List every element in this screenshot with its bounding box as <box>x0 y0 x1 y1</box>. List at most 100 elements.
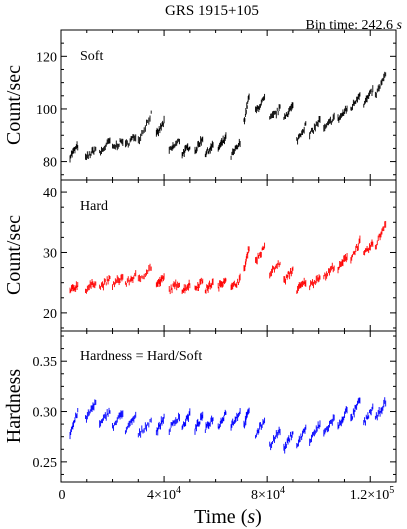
soft-data-segment <box>155 115 165 137</box>
hardness-data-segment <box>137 417 152 438</box>
hardness-data-segment <box>374 397 387 421</box>
hardness-y-tick-label: 0.30 <box>33 406 58 421</box>
soft-y-tick-label: 80 <box>43 156 57 171</box>
hard-data-segment <box>204 278 214 294</box>
soft-panel-frame <box>60 29 397 181</box>
hard-data-segment <box>323 262 335 281</box>
x-tick-1-mantissa: 4×10 <box>147 488 176 503</box>
hard-data-segment <box>350 235 361 264</box>
x-axis-label-text: Time <box>194 506 236 528</box>
data-series <box>69 71 387 454</box>
hard-data-segment <box>85 279 97 294</box>
hard-data-segment <box>269 260 281 279</box>
soft-data-segment <box>374 71 387 98</box>
soft-data-segment <box>337 105 348 123</box>
hard-panel-label: Hard <box>80 199 108 214</box>
x-tick-label-0: 0 <box>59 488 66 503</box>
hard-data-segment <box>374 220 387 250</box>
bin-time-unit: s <box>397 18 403 33</box>
hard-data-segment <box>309 274 321 291</box>
hard-y-tick-label: 30 <box>43 246 57 261</box>
soft-data-segment <box>243 93 250 125</box>
hardness-data-segment <box>124 411 137 435</box>
hardness-data-segment <box>309 420 321 446</box>
hardness-panel-label: Hardness = Hard/Soft <box>80 349 202 364</box>
hardness-data-segment <box>283 431 294 454</box>
hardness-data-segment <box>255 417 266 439</box>
soft-y-tick-label: 100 <box>36 103 57 118</box>
x-tick-3-mantissa: 1.2×10 <box>350 488 389 503</box>
soft-data-segment <box>323 112 335 132</box>
bin-time-text: Bin time: 242.6 <box>306 18 394 33</box>
soft-data-segment <box>230 138 241 160</box>
soft-data-segment <box>181 143 191 159</box>
soft-data-segment <box>296 121 307 145</box>
hard-data-segment <box>230 273 241 291</box>
soft-data-segment <box>99 137 111 156</box>
soft-data-segment <box>85 146 97 161</box>
soft-data-segment <box>124 134 137 148</box>
hard-y-tick-label: 40 <box>43 186 57 201</box>
hard-y-axis-label: Count/sec <box>3 215 25 295</box>
hard-data-segment <box>69 281 79 294</box>
hard-data-segment <box>112 273 124 291</box>
hardness-data-segment <box>112 410 124 431</box>
figure-title: GRS 1915+105 <box>165 3 259 19</box>
soft-y-tick-label: 120 <box>36 50 57 65</box>
hardness-data-segment <box>85 399 97 423</box>
x-tick-3-exp: 5 <box>389 485 394 496</box>
hardness-data-segment <box>296 424 307 449</box>
hardness-panel-frame <box>60 330 397 483</box>
hardness-data-segment <box>350 397 361 422</box>
hard-data-segment <box>124 270 137 287</box>
hardness-data-segment <box>243 407 250 429</box>
hard-data-segment <box>137 263 152 283</box>
hardness-data-segment <box>181 408 191 431</box>
hard-data-segment <box>194 277 204 292</box>
hardness-data-segment <box>337 406 348 430</box>
hardness-data-segment <box>269 426 281 451</box>
soft-y-axis-label: Count/sec <box>3 65 25 145</box>
x-tick-label-1: 4×104 <box>147 485 181 503</box>
hard-y-tick-label: 20 <box>43 307 57 322</box>
x-tick-label-3: 1.2×105 <box>350 485 394 503</box>
hardness-data-segment <box>204 415 214 433</box>
soft-data-segment <box>194 136 204 155</box>
hard-data-segment <box>181 279 191 295</box>
hard-data-segment <box>243 246 250 272</box>
tick-marks: 80 100 120 20 30 40 0.25 0.30 0.35 <box>33 29 397 482</box>
hardness-data-segment <box>69 407 79 440</box>
x-axis-unit: s <box>247 506 255 528</box>
soft-data-segment <box>255 93 266 114</box>
hardness-data-segment <box>194 411 204 435</box>
hardness-y-tick-label: 0.35 <box>33 355 58 370</box>
soft-panel-label: Soft <box>80 49 103 64</box>
soft-data-segment <box>363 85 374 108</box>
soft-data-segment <box>168 138 180 154</box>
soft-data-segment <box>112 138 124 151</box>
soft-data-segment <box>309 115 321 140</box>
soft-data-segment <box>217 132 227 152</box>
hardness-data-segment <box>217 409 227 430</box>
hardness-data-segment <box>230 408 241 431</box>
hardness-y-axis-label: Hardness <box>3 369 25 444</box>
hard-data-segment <box>283 266 294 285</box>
soft-data-segment <box>69 141 79 163</box>
hard-data-segment <box>296 277 307 294</box>
hard-data-segment <box>337 252 348 274</box>
soft-data-segment <box>283 102 294 120</box>
hardness-y-tick-label: 0.25 <box>33 456 58 471</box>
x-axis-label: Time (s) <box>194 506 262 528</box>
hard-data-segment <box>255 242 266 265</box>
bin-time-label: Bin time: 242.6 s <box>306 18 403 33</box>
hard-data-segment <box>217 277 227 292</box>
x-tick-2-mantissa: 8×10 <box>251 488 280 503</box>
hardness-data-segment <box>168 412 180 436</box>
hardness-data-segment <box>323 414 335 437</box>
soft-data-segment <box>137 110 152 145</box>
hardness-data-segment <box>99 407 111 428</box>
hardness-data-segment <box>155 413 165 436</box>
hard-data-segment <box>168 279 180 295</box>
hard-data-segment <box>99 274 111 291</box>
